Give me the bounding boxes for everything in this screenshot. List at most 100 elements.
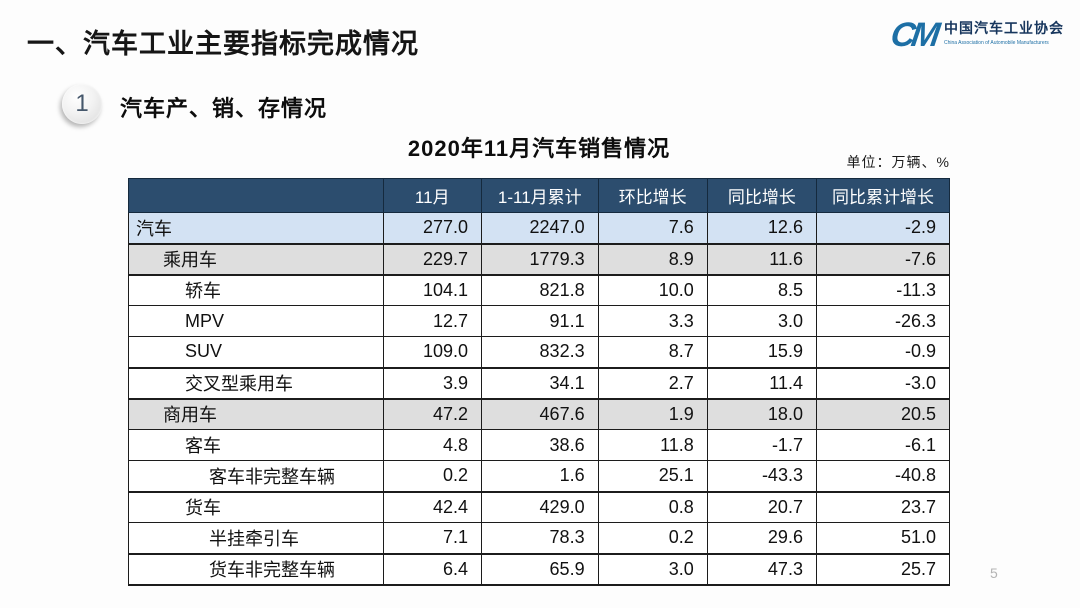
table-row: 客车非完整车辆 0.2 1.6 25.1 -43.3 -40.8 — [128, 460, 951, 493]
cell-value: 25.7 — [815, 553, 951, 585]
cell-value: 11.6 — [706, 243, 817, 276]
cell-value: 91.1 — [481, 305, 599, 337]
table-body: 汽车 277.0 2247.0 7.6 12.6 -2.9 乘用车 229.7 1779.3 8.… — [128, 212, 951, 585]
cell-value: 20.5 — [815, 398, 951, 430]
cell-value: -43.3 — [706, 460, 817, 493]
table-row: 乘用车 229.7 1779.3 8.9 11.6 -7.6 — [128, 243, 951, 276]
table-row: MPV 12.7 91.1 3.3 3.0 -26.3 — [128, 305, 951, 337]
cell-value: -26.3 — [815, 305, 951, 337]
cell-value: 3.3 — [597, 305, 708, 337]
cell-value: -1.7 — [706, 429, 817, 461]
cell-value: 3.0 — [597, 553, 708, 585]
cell-value: 8.7 — [597, 336, 708, 369]
logo-name-en: China Association of Automobile Manufact… — [944, 40, 1049, 46]
row-label: 交叉型乘用车 — [128, 367, 384, 400]
cell-value: 7.1 — [382, 522, 483, 555]
cell-value: -40.8 — [815, 460, 951, 493]
row-label: 客车 — [128, 429, 384, 461]
cell-value: 18.0 — [706, 398, 817, 430]
page-number: 5 — [990, 565, 998, 581]
column-header: 同比累计增长 — [815, 178, 951, 213]
row-label: 货车 — [128, 491, 384, 523]
cell-value: 0.8 — [597, 491, 708, 523]
cell-value: 10.0 — [597, 274, 708, 306]
cell-value: 51.0 — [815, 522, 951, 555]
sales-table: 11月 1-11月累计 环比增长 同比增长 同比累计增长 汽车 277.0 2247.0 7.… — [128, 178, 951, 586]
cell-value: 3.9 — [382, 367, 483, 400]
cell-value: 2247.0 — [481, 212, 599, 245]
cell-value: 0.2 — [382, 460, 483, 493]
table-header-row: 11月 1-11月累计 环比增长 同比增长 同比累计增长 — [128, 178, 951, 213]
table-row: 商用车 47.2 467.6 1.9 18.0 20.5 — [128, 398, 951, 430]
row-label: 商用车 — [128, 398, 384, 430]
unit-label: 单位：万辆、% — [846, 154, 950, 170]
cell-value: 1.6 — [481, 460, 599, 493]
cell-value: 7.6 — [597, 212, 708, 245]
cell-value: 15.9 — [706, 336, 817, 369]
cell-value: 25.1 — [597, 460, 708, 493]
table-row: 轿车 104.1 821.8 10.0 8.5 -11.3 — [128, 274, 951, 306]
cell-value: 34.1 — [481, 367, 599, 400]
section-number-badge: 1 — [62, 84, 102, 124]
table-row: 汽车 277.0 2247.0 7.6 12.6 -2.9 — [128, 212, 951, 245]
cell-value: 65.9 — [481, 553, 599, 585]
table-row: 交叉型乘用车 3.9 34.1 2.7 11.4 -3.0 — [128, 367, 951, 400]
table-row: 半挂牵引车 7.1 78.3 0.2 29.6 51.0 — [128, 522, 951, 555]
row-label: SUV — [128, 336, 384, 369]
row-label: MPV — [128, 305, 384, 337]
cell-value: 2.7 — [597, 367, 708, 400]
row-label: 货车非完整车辆 — [128, 553, 384, 585]
cell-value: 29.6 — [706, 522, 817, 555]
cell-value: 467.6 — [481, 398, 599, 430]
cell-value: 12.7 — [382, 305, 483, 337]
cell-value: 4.8 — [382, 429, 483, 461]
cell-value: 229.7 — [382, 243, 483, 276]
table-row: 货车非完整车辆 6.4 65.9 3.0 47.3 25.7 — [128, 553, 951, 585]
cell-value: 11.8 — [597, 429, 708, 461]
cell-value: 23.7 — [815, 491, 951, 523]
cell-value: -3.0 — [815, 367, 951, 400]
row-label: 半挂牵引车 — [128, 522, 384, 555]
cell-value: 8.5 — [706, 274, 817, 306]
column-header — [128, 178, 384, 213]
cell-value: 42.4 — [382, 491, 483, 523]
table-row: 货车 42.4 429.0 0.8 20.7 23.7 — [128, 491, 951, 523]
cell-value: 1.9 — [597, 398, 708, 430]
cell-value: 47.3 — [706, 553, 817, 585]
cell-value: 104.1 — [382, 274, 483, 306]
table-row: SUV 109.0 832.3 8.7 15.9 -0.9 — [128, 336, 951, 369]
logo-name-cn: 中国汽车工业协会 — [944, 20, 1064, 36]
table-title: 2020年11月汽车销售情况 — [407, 136, 671, 161]
cell-value: 277.0 — [382, 212, 483, 245]
cell-value: 0.2 — [597, 522, 708, 555]
column-header: 环比增长 — [597, 178, 708, 213]
cell-value: -11.3 — [815, 274, 951, 306]
row-label: 乘用车 — [128, 243, 384, 276]
cell-value: 3.0 — [706, 305, 817, 337]
row-label: 汽车 — [128, 212, 384, 245]
page-title: 一、汽车工业主要指标完成情况 — [27, 29, 419, 59]
cell-value: -2.9 — [815, 212, 951, 245]
cell-value: 47.2 — [382, 398, 483, 430]
cell-value: -0.9 — [815, 336, 951, 369]
cell-value: 832.3 — [481, 336, 599, 369]
row-label: 客车非完整车辆 — [128, 460, 384, 493]
column-header: 同比增长 — [706, 178, 817, 213]
cell-value: 38.6 — [481, 429, 599, 461]
cell-value: 429.0 — [481, 491, 599, 523]
cell-value: -7.6 — [815, 243, 951, 276]
table-row: 客车 4.8 38.6 11.8 -1.7 -6.1 — [128, 429, 951, 461]
column-header: 11月 — [382, 178, 483, 213]
cell-value: 11.4 — [706, 367, 817, 400]
cell-value: -6.1 — [815, 429, 951, 461]
organization-logo: CM 中国汽车工业协会 China Association of Automob… — [888, 16, 1064, 54]
cell-value: 821.8 — [481, 274, 599, 306]
section-title: 汽车产、销、存情况 — [120, 96, 328, 121]
cell-value: 1779.3 — [481, 243, 599, 276]
column-header: 1-11月累计 — [481, 178, 599, 213]
cma-monogram-icon: CM — [888, 16, 939, 54]
cell-value: 6.4 — [382, 553, 483, 585]
cell-value: 78.3 — [481, 522, 599, 555]
cell-value: 12.6 — [706, 212, 817, 245]
